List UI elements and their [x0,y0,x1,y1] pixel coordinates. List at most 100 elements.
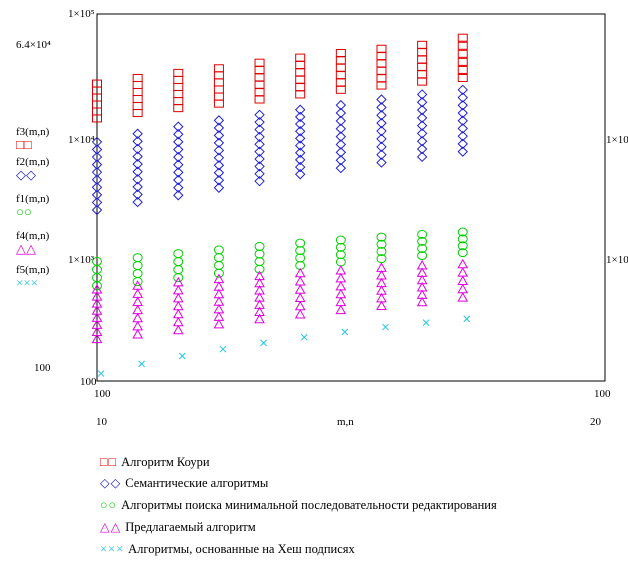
data-point-diamond [254,139,265,150]
data-point-square [213,64,224,73]
data-point-diamond [335,115,347,127]
data-point-triangle [294,292,306,302]
legend-label: Алгоритм Коури [121,455,210,469]
data-point-circle [457,248,468,258]
data-point-square [132,87,143,96]
data-point-circle [173,249,184,259]
data-point-square [457,73,468,82]
data-point-cross [138,360,145,368]
data-point-diamond [173,121,184,132]
data-point-circle [457,227,468,237]
data-point-diamond [416,143,428,155]
data-point-square [295,90,306,99]
legend-marker-squares: □□ [100,455,118,469]
data-point-diamond [294,104,306,115]
data-point-diamond [457,92,468,103]
data-point-cross [382,323,389,331]
series-label-f2: f2(m,n) [16,156,50,168]
data-point-diamond [294,111,306,123]
data-point-triangle [457,275,469,285]
data-point-diamond [132,151,143,162]
data-point-diamond [132,128,143,139]
data-point-circle [335,250,346,260]
data-point-square [417,77,428,86]
data-point-cross [422,319,430,326]
data-point-diamond [91,136,103,148]
data-point-square [132,109,143,118]
data-point-triangle [335,296,347,307]
data-point-square [213,85,224,94]
data-point-triangle [335,304,347,315]
data-point-diamond [457,115,468,126]
data-point-cross [463,315,471,323]
series-label-f3: f3(m,n) [16,126,50,138]
data-point-square [213,99,224,108]
data-point-diamond [213,130,225,141]
data-point-diamond [457,146,468,157]
data-point-circle [335,242,346,252]
x-tick-label-20: 20 [590,416,601,428]
data-point-circle [132,277,143,287]
data-point-diamond [91,197,103,208]
data-point-diamond [254,124,265,135]
data-point-circle [213,253,224,263]
y-tick-label-top: 1×10⁵ [68,8,95,20]
data-point-diamond [457,84,468,96]
data-point-square [335,85,346,94]
data-point-triangle [132,304,143,315]
data-point-diamond [254,109,265,120]
data-point-diamond [213,167,225,178]
data-point-square [132,73,143,82]
data-point-diamond [173,182,184,193]
data-point-circle [417,251,428,261]
data-point-diamond [376,110,387,121]
data-point-diamond [173,129,184,140]
data-point-square [417,70,428,79]
data-point-diamond [416,97,428,108]
data-point-square [254,80,265,89]
data-point-circle [254,241,265,251]
data-point-circle [254,257,265,267]
series-marker-f3: □□ [16,137,32,152]
data-point-square [417,55,428,64]
data-point-square [132,80,143,89]
data-point-circle [132,269,143,279]
data-point-diamond [335,162,347,174]
data-point-diamond [416,128,428,139]
legend-item-proposed: △△ Предлагаемый алгоритм [100,520,256,534]
data-point-diamond [254,131,265,143]
data-point-diamond [457,100,468,111]
data-point-square [254,66,265,75]
data-point-triangle [294,308,306,319]
data-point-diamond [213,182,225,193]
data-point-square [254,58,265,67]
data-point-cross [178,352,186,360]
data-point-diamond [376,117,387,129]
data-point-diamond [457,138,468,150]
data-point-diamond [294,118,306,130]
y-tick-label-bottom: 100 [80,376,97,388]
data-point-diamond [132,158,143,170]
data-point-triangle [294,275,306,286]
data-point-square [295,75,306,84]
data-point-triangle [172,308,184,319]
x-tick-label-10: 10 [96,416,107,428]
data-point-circle [132,253,143,263]
data-point-diamond [91,151,103,163]
data-point-square [132,102,143,111]
data-point-diamond [254,116,265,128]
data-point-triangle [335,288,347,299]
marker-label-max: 6.4×10⁴ [16,39,51,51]
data-point-square [335,56,346,65]
data-point-diamond [173,167,184,178]
data-point-square [173,104,184,113]
data-point-square [92,114,102,123]
data-point-diamond [335,131,347,142]
y-tick-label-1e3: 1×10³ [68,254,95,266]
data-point-circle [376,232,387,242]
data-point-circle [457,234,468,244]
data-point-diamond [132,189,143,200]
data-point-circle [173,257,184,267]
data-point-square [457,41,468,50]
data-point-diamond [416,112,428,124]
